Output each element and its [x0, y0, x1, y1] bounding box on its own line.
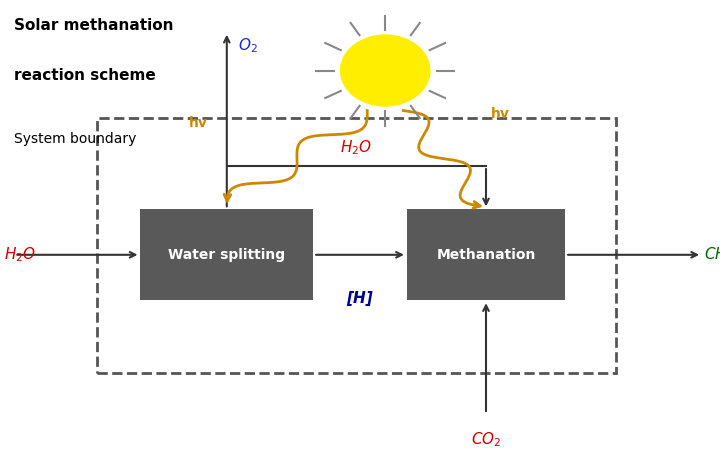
Bar	[140, 209, 313, 300]
Text: $H_2O$: $H_2O$	[341, 138, 372, 157]
Bar	[97, 118, 616, 373]
Text: reaction scheme: reaction scheme	[14, 68, 156, 83]
Bar	[407, 209, 565, 300]
Ellipse shape	[341, 35, 430, 106]
Text: $CH_4$: $CH_4$	[704, 245, 720, 264]
Text: $H_2O$: $H_2O$	[4, 245, 36, 264]
Text: System boundary: System boundary	[14, 132, 137, 146]
Text: $CO_2$: $CO_2$	[471, 430, 501, 449]
Text: hv: hv	[491, 107, 510, 121]
Text: Solar methanation: Solar methanation	[14, 18, 174, 33]
Text: hv: hv	[189, 116, 207, 130]
Text: Water splitting: Water splitting	[168, 248, 285, 262]
Text: $O_2$: $O_2$	[238, 36, 257, 55]
Text: [H]: [H]	[346, 291, 374, 306]
Text: Methanation: Methanation	[436, 248, 536, 262]
